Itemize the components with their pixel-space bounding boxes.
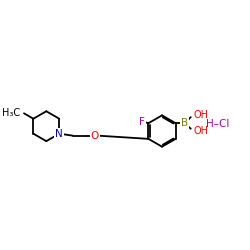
Text: O: O	[91, 130, 99, 140]
Text: N: N	[56, 129, 63, 139]
Text: H–Cl: H–Cl	[206, 120, 229, 130]
Text: OH: OH	[194, 110, 209, 120]
Text: H₃C: H₃C	[2, 108, 20, 118]
Text: B: B	[181, 118, 188, 128]
Text: OH: OH	[194, 126, 209, 136]
Text: F: F	[139, 117, 145, 127]
